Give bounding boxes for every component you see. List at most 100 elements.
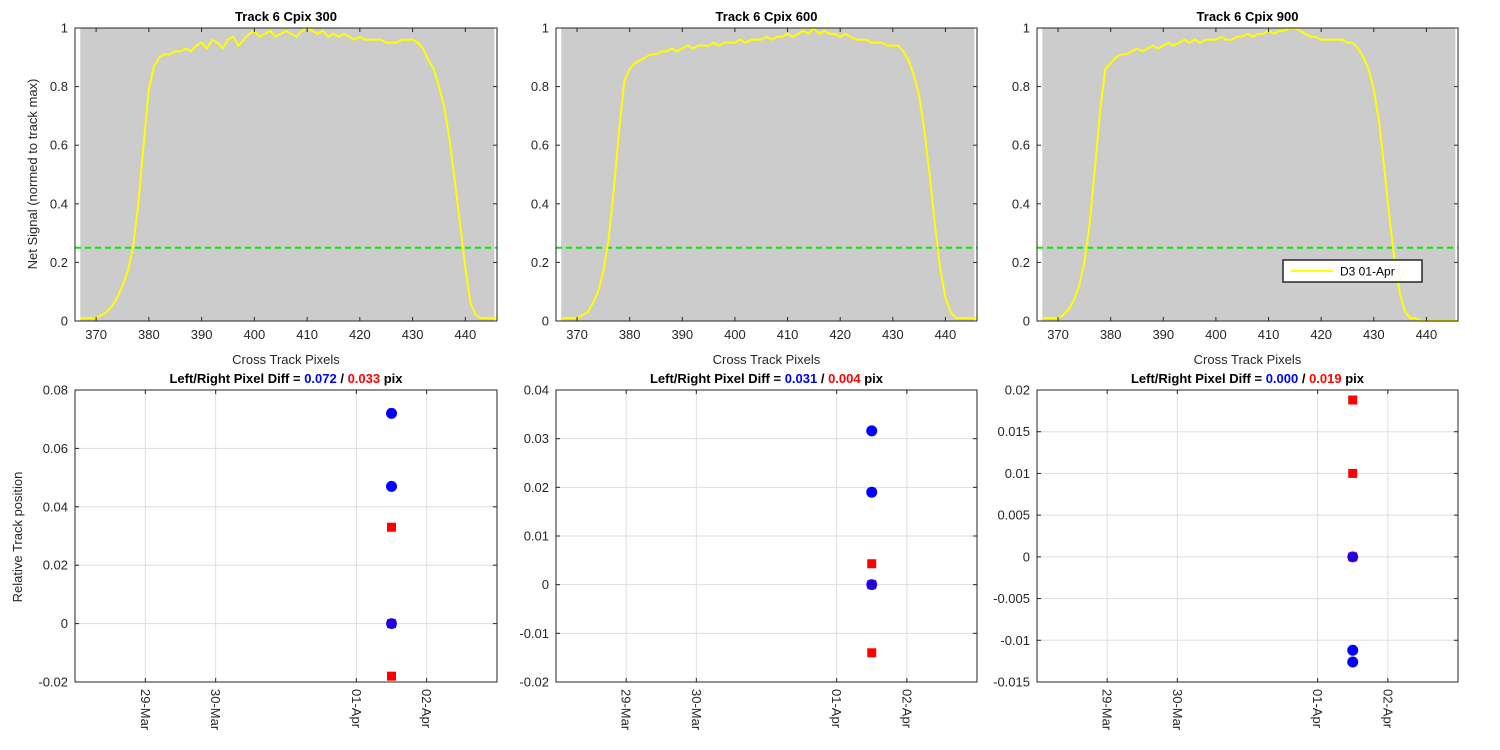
- left-edge-point: [866, 486, 878, 498]
- x-tick-label: 430: [402, 327, 424, 342]
- y-tick-label: -0.015: [993, 675, 1030, 690]
- left-edge-point: [386, 480, 397, 492]
- x-tick-label: 420: [829, 327, 851, 342]
- y-tick-label: 1: [542, 21, 549, 36]
- title-right: 0.033: [348, 371, 381, 386]
- x-tick-label: 420: [1310, 327, 1332, 342]
- x-tick-label: 390: [671, 327, 693, 342]
- axes-box: [1036, 27, 1459, 322]
- title-suffix: pix: [861, 371, 884, 386]
- chart-title: Track 6 Cpix 300: [235, 9, 337, 24]
- chart-title: Left/Right Pixel Diff = 0.072 / 0.033 pi…: [169, 371, 403, 386]
- y-tick-label: 0.2: [531, 255, 549, 270]
- y-tick-label: 1: [61, 21, 68, 36]
- legend-box: [1282, 259, 1423, 283]
- title-left: 0.000: [1266, 371, 1299, 386]
- x-tick-label: 370: [1047, 327, 1069, 342]
- x-tick-label: 30-Mar: [1170, 689, 1185, 731]
- data-area-background: [561, 28, 975, 321]
- y-tick-label: 0.2: [50, 255, 68, 270]
- left-edge-point: [1347, 644, 1359, 656]
- y-tick-label: 0: [61, 616, 68, 631]
- x-tick-label: 29-Mar: [619, 689, 634, 731]
- title-left: 0.031: [785, 371, 818, 386]
- y-tick-label: 0: [542, 577, 549, 592]
- right-edge-point: [867, 648, 877, 658]
- track-position-panel-1: -0.02 0 0.02 0.04 0.06 0.08 29-Mar 30-Mar 01-Apr…: [38, 371, 498, 731]
- y-tick-label: -0.01: [1000, 633, 1030, 648]
- y-tick-label: 0.4: [50, 196, 68, 211]
- y-tick-label: 0.02: [524, 480, 549, 495]
- title-right: 0.004: [828, 371, 861, 386]
- title-sep: /: [337, 371, 348, 386]
- data-area-background: [80, 28, 495, 321]
- plot-area: [1037, 390, 1458, 682]
- x-tick-label: 380: [619, 327, 641, 342]
- y-tick-label: 0.08: [43, 383, 68, 398]
- right-edge-point: [867, 559, 877, 569]
- x-tick-label: 390: [191, 327, 213, 342]
- x-tick-label: 370: [566, 327, 588, 342]
- track-position-panel-2: -0.02 -0.01 0 0.01 0.02 0.03 0.04 29-Mar 30-Mar 0…: [519, 371, 978, 731]
- x-tick-label: 440: [935, 327, 957, 342]
- y-tick-label: 0.2: [1012, 255, 1030, 270]
- title-sep: /: [1298, 371, 1309, 386]
- y-tick-label: -0.01: [519, 626, 549, 641]
- y-tick-label: 0.03: [524, 431, 549, 446]
- left-edge-point: [1347, 656, 1359, 668]
- title-sep: /: [817, 371, 828, 386]
- right-edge-point: [1348, 468, 1358, 478]
- right-edge-point: [1348, 395, 1358, 405]
- plots-container: 0 0.2 0.4 0.6 0.8 1 370 380 390 400 410 420 430 440 Cr…: [38, 9, 1459, 731]
- profile-panel-3: 0 0.2 0.4 0.6 0.8 1 370 380 390 400 410 420 430 440 Cr…: [1012, 9, 1459, 367]
- y-tick-label: 0: [1023, 314, 1030, 329]
- chart-title: Left/Right Pixel Diff = 0.000 / 0.019 pi…: [1131, 371, 1365, 386]
- left-edge-point: [386, 618, 397, 630]
- x-tick-label: 400: [724, 327, 746, 342]
- chart-title: Track 6 Cpix 600: [716, 9, 818, 24]
- x-tick-label: 410: [296, 327, 318, 342]
- series-line-1: [561, 26, 977, 320]
- left-edge-point: [866, 579, 878, 591]
- y-tick-label: 0.01: [1005, 466, 1030, 481]
- x-tick-label: 420: [349, 327, 371, 342]
- y-tick-label: 0.005: [997, 508, 1030, 523]
- x-tick-label: 380: [138, 327, 160, 342]
- y-tick-label: 0.8: [1012, 79, 1030, 94]
- y-tick-label: 0.04: [43, 499, 68, 514]
- x-axis-label: Cross Track Pixels: [713, 352, 821, 367]
- y-tick-label: 0.02: [43, 558, 68, 573]
- y-tick-label: 0.02: [1005, 383, 1030, 398]
- y-tick-label: 0.4: [1012, 196, 1030, 211]
- y-tick-label: 0: [1023, 549, 1030, 564]
- left-edge-point: [386, 407, 397, 419]
- title-right: 0.019: [1309, 371, 1342, 386]
- x-tick-label: 30-Mar: [689, 689, 704, 731]
- x-axis-label: Cross Track Pixels: [232, 352, 340, 367]
- title-suffix: pix: [1342, 371, 1365, 386]
- axes-box: [1036, 389, 1459, 683]
- x-tick-label: 02-Apr: [419, 689, 434, 729]
- y-tick-label: 0.6: [50, 138, 68, 153]
- x-tick-label: 430: [882, 327, 904, 342]
- y-tick-label: 0.06: [43, 441, 68, 456]
- y-tick-label: 0.6: [1012, 138, 1030, 153]
- legend: D3 01-Apr: [1282, 259, 1423, 283]
- chart-title: Track 6 Cpix 900: [1197, 9, 1299, 24]
- x-tick-label: 29-Mar: [1100, 689, 1115, 731]
- y-tick-label: 0.6: [531, 138, 549, 153]
- title-prefix: Left/Right Pixel Diff =: [650, 371, 785, 386]
- y-tick-label: 0.01: [524, 529, 549, 544]
- plot-area: [75, 390, 497, 682]
- x-tick-label: 410: [1258, 327, 1280, 342]
- y-axis-label-top: Net Signal (normed to track max): [25, 79, 40, 270]
- y-tick-label: 0: [542, 314, 549, 329]
- x-tick-label: 440: [454, 327, 476, 342]
- x-tick-label: 02-Apr: [899, 689, 914, 729]
- left-edge-point: [866, 425, 878, 437]
- title-left: 0.072: [304, 371, 337, 386]
- y-tick-label: -0.005: [993, 591, 1030, 606]
- title-prefix: Left/Right Pixel Diff =: [1131, 371, 1266, 386]
- x-tick-label: 29-Mar: [138, 689, 153, 731]
- x-tick-label: 440: [1416, 327, 1438, 342]
